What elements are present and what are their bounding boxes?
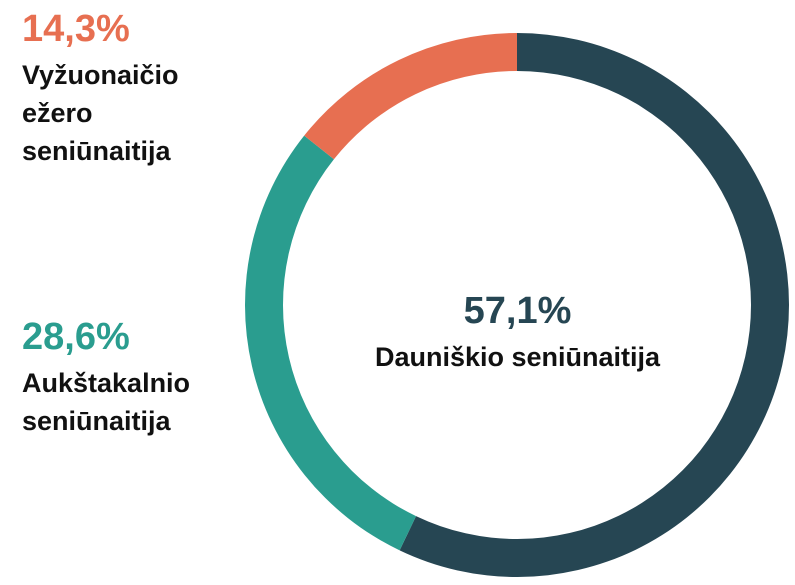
donut-segment — [304, 33, 517, 160]
category-label: Vyžuonaičio ežero seniūnaitija — [22, 60, 179, 166]
value-label: 57,1% — [463, 290, 572, 332]
donut-segment — [244, 135, 417, 551]
value-label: 28,6% — [22, 316, 130, 358]
category-label: Aukštakalnio seniūnaitija — [22, 368, 191, 436]
value-label: 14,3% — [22, 8, 130, 50]
category-label: Dauniškio seniūnaitija — [374, 342, 661, 372]
